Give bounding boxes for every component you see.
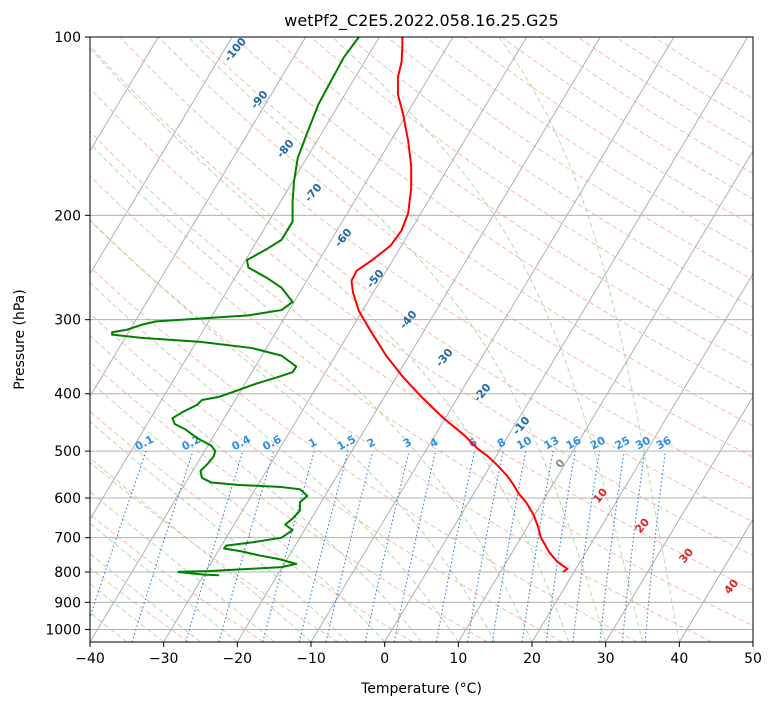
y-tick-label: 400	[54, 387, 81, 403]
isotherm-line	[384, 37, 749, 642]
x-tick-label: 0	[380, 651, 389, 667]
moist-adiabat-line	[90, 282, 459, 642]
y-tick-label: 500	[54, 444, 81, 460]
mixing-ratio-line	[325, 450, 374, 642]
mixing-ratio-line	[572, 451, 601, 642]
mixing-ratio-label: 20	[588, 434, 608, 453]
dry-adiabat-line	[272, 37, 753, 367]
mixing-ratio-line	[131, 450, 194, 642]
moist-adiabat-line	[90, 582, 164, 642]
mixing-ratio-label: 25	[613, 434, 633, 453]
y-tick-label: 600	[54, 491, 81, 507]
chart-title: wetPf2_C2E5.2022.058.16.25.G25	[284, 11, 558, 31]
y-axis-ticks: 100 200 300 400 500 600 700 800 900 1000	[45, 30, 90, 638]
x-tick-label: −40	[75, 651, 105, 667]
isotherm-line	[236, 37, 601, 642]
x-axis-label: Temperature (°C)	[360, 681, 482, 697]
x-tick-label: 40	[670, 651, 688, 667]
dry-adiabat-line	[90, 87, 753, 557]
x-axis-ticks: −40 −30 −20 −10 0 10 20 30 40 50	[75, 642, 762, 667]
mixing-ratio-label: 16	[564, 434, 584, 453]
moist-adiabat-line	[187, 37, 607, 642]
mixing-ratio-line	[621, 451, 646, 642]
dry-adiabat-line	[90, 361, 488, 642]
dewpoint-profile-line	[111, 37, 360, 577]
moist-adiabat-line	[332, 37, 643, 642]
isotherm-line	[457, 149, 753, 642]
moist-adiabat-line	[90, 490, 275, 642]
moist-adiabat-line	[90, 553, 201, 642]
y-tick-label: 700	[54, 531, 81, 547]
mixing-ratio-label: 10	[514, 434, 534, 453]
y-tick-label: 300	[54, 313, 81, 329]
isotherms	[90, 37, 753, 642]
x-tick-label: −20	[223, 651, 253, 667]
dry-adiabat-line	[348, 37, 753, 309]
dry-adiabat-line	[90, 131, 753, 591]
dry-adiabat-line	[90, 513, 264, 642]
dry-adiabat-line	[90, 313, 563, 642]
isotherm-line	[163, 37, 528, 642]
dry-adiabats	[90, 37, 753, 642]
dry-adiabat-line	[119, 37, 753, 490]
isotherm-line	[678, 518, 753, 642]
isotherm-line	[310, 37, 675, 642]
mixing-ratio-line	[364, 450, 410, 642]
isotherm-line	[531, 272, 753, 642]
y-tick-label: 100	[54, 30, 81, 46]
mixing-ratio-line	[545, 451, 576, 642]
mixing-ratio-lines	[90, 450, 666, 642]
x-tick-label: 30	[597, 651, 615, 667]
moist-adiabat-line	[90, 142, 533, 642]
mixing-ratio-line	[298, 450, 349, 642]
temperature-profile-line	[350, 37, 569, 573]
mixing-ratio-line	[521, 451, 554, 642]
x-tick-label: 20	[523, 651, 541, 667]
isotherm-line	[90, 37, 159, 152]
y-tick-label: 800	[54, 565, 81, 581]
mixing-ratio-line	[218, 450, 275, 642]
mixing-ratio-label: 36	[654, 434, 674, 453]
moist-adiabat-line	[90, 47, 570, 642]
y-tick-label: 900	[54, 595, 81, 611]
moist-adiabat-line	[90, 522, 238, 642]
y-tick-label: 1000	[45, 622, 81, 638]
mixing-ratio-line	[599, 451, 625, 642]
mixing-ratio-line	[644, 451, 666, 642]
isotherm-line	[605, 395, 753, 642]
x-tick-label: −10	[296, 651, 326, 667]
isotherm-line	[90, 37, 380, 521]
moist-adiabat-line	[498, 37, 680, 642]
x-tick-label: 50	[744, 651, 762, 667]
dry-adiabat-line	[90, 220, 712, 642]
y-tick-label: 200	[54, 208, 81, 224]
x-tick-label: −30	[149, 651, 179, 667]
isotherm-line	[90, 37, 307, 398]
dry-adiabat-line	[157, 37, 753, 458]
dry-adiabat-line	[310, 37, 753, 337]
mixing-ratio-line	[262, 450, 315, 642]
mixing-ratio-label: 13	[542, 434, 562, 453]
mixing-ratio-line	[185, 450, 244, 642]
profile-series	[111, 37, 569, 577]
mixing-ratio-label: 30	[633, 434, 653, 453]
dry-adiabat-line	[90, 266, 638, 642]
y-axis-label: Pressure (hPa)	[12, 289, 28, 389]
isotherm-line	[90, 37, 233, 275]
x-tick-label: 10	[449, 651, 467, 667]
isobars	[90, 37, 753, 630]
dry-adiabat-line	[90, 461, 339, 642]
plot-frame	[89, 36, 754, 643]
isotherm-line	[90, 37, 454, 642]
